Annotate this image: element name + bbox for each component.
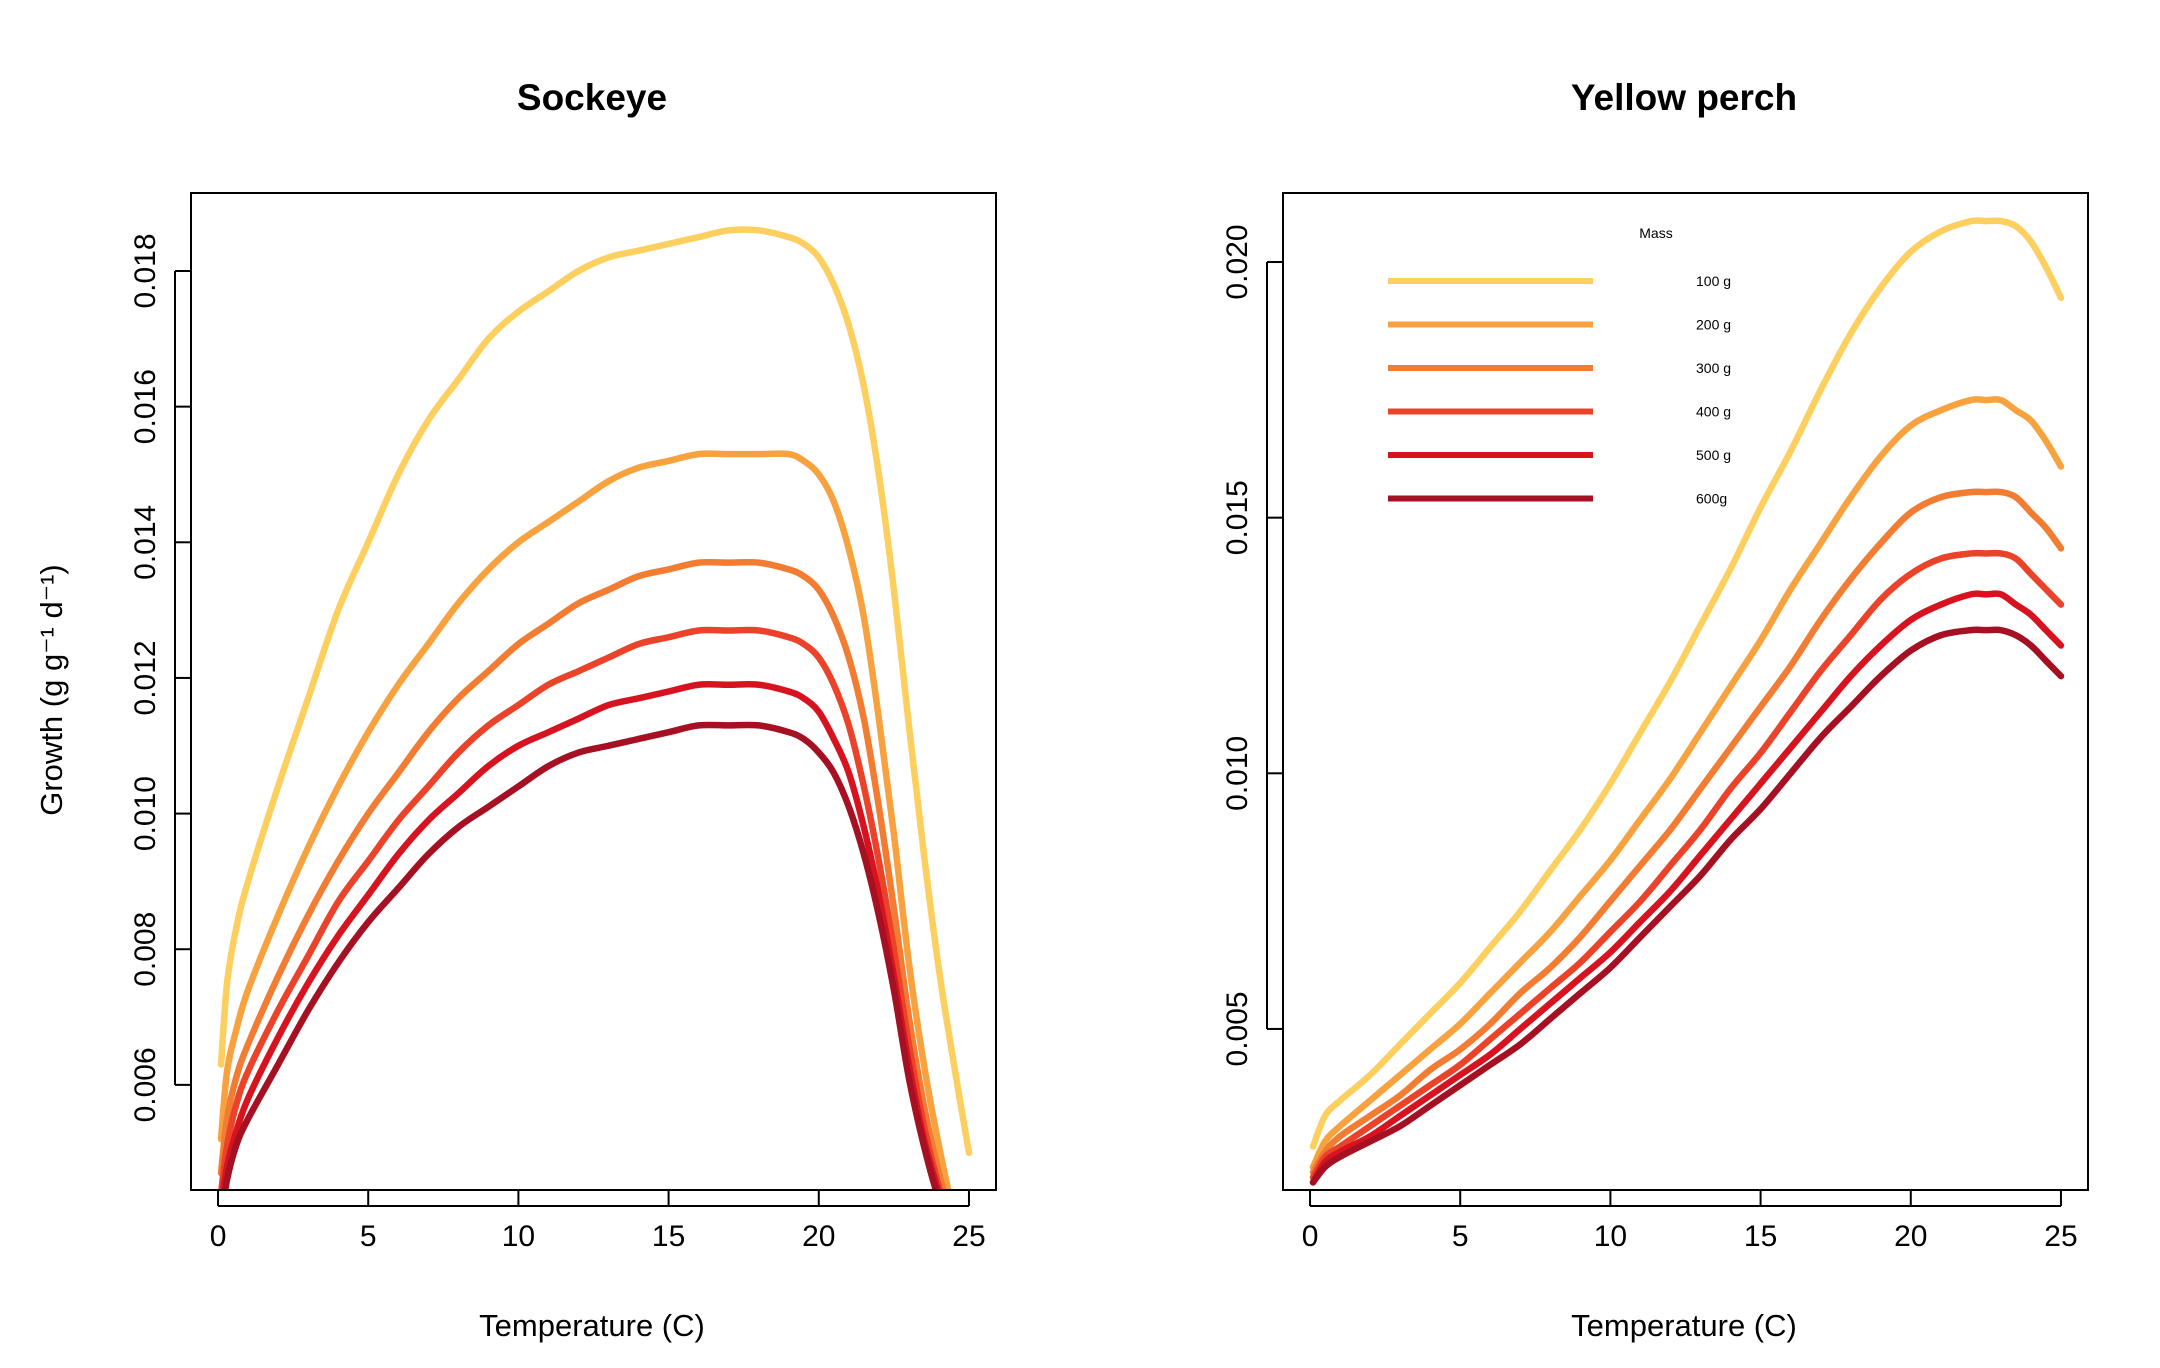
panel-yellow-perch: Yellow perch Temperature (C) 0 5 10 15 20 250… bbox=[1221, 77, 2089, 1343]
legend-label: 600g bbox=[1696, 491, 1727, 507]
x-tick-label: 25 bbox=[952, 1220, 985, 1253]
y-tick-label: 0.010 bbox=[1221, 736, 1254, 811]
y-tick-label: 0.020 bbox=[1221, 224, 1254, 299]
x-axis-label: Temperature (C) bbox=[479, 1308, 705, 1343]
y-tick-label: 0.018 bbox=[129, 233, 162, 308]
chart-title: Sockeye bbox=[517, 77, 667, 118]
series-line-4 bbox=[1309, 549, 2065, 1181]
y-axis-label: Growth (g g⁻¹ d⁻¹) bbox=[34, 564, 69, 816]
x-tick-label: 0 bbox=[1302, 1220, 1319, 1253]
legend-label: 400 g bbox=[1696, 404, 1731, 420]
plot-area: 0 5 10 15 20 25 0.005 0.010 0.015 0.020 bbox=[1221, 192, 2089, 1253]
y-tick-label: 0.005 bbox=[1221, 991, 1254, 1066]
y-tick-label: 0.008 bbox=[129, 912, 162, 987]
series-line-1 bbox=[1309, 217, 2065, 1150]
x-tick-label: 10 bbox=[1594, 1220, 1627, 1253]
series-line-1 bbox=[217, 226, 973, 1156]
plot-frame bbox=[1282, 192, 2089, 1191]
y-tick-label: 0.006 bbox=[129, 1047, 162, 1122]
plot-area: 0 5 10 15 20 25 0.006 0.008 0.010 0.012 0.014 0.016… bbox=[129, 192, 997, 1253]
y-tick-label: 0.014 bbox=[129, 505, 162, 580]
chart-title: Yellow perch bbox=[1571, 77, 1797, 118]
x-tick-label: 5 bbox=[360, 1220, 377, 1253]
series-line-4 bbox=[218, 626, 944, 1190]
y-tick-label: 0.010 bbox=[129, 776, 162, 851]
legend-label: 500 g bbox=[1696, 447, 1731, 463]
x-tick-label: 25 bbox=[2044, 1220, 2077, 1253]
plot-frame bbox=[190, 192, 997, 1191]
series-line-2 bbox=[1309, 396, 2065, 1171]
legend-label: 200 g bbox=[1696, 317, 1731, 333]
legend: Mass 100 g 200 g 300 g 400 g 500 g 600g bbox=[1388, 225, 1731, 507]
x-axis-label: Temperature (C) bbox=[1571, 1308, 1797, 1343]
y-tick-label: 0.015 bbox=[1221, 480, 1254, 555]
series-line-5 bbox=[220, 680, 942, 1190]
legend-title: Mass bbox=[1639, 225, 1672, 241]
y-tick-label: 0.012 bbox=[129, 640, 162, 715]
x-tick-label: 15 bbox=[652, 1220, 685, 1253]
legend-label: 100 g bbox=[1696, 273, 1731, 289]
legend-label: 300 g bbox=[1696, 360, 1731, 376]
series-line-5 bbox=[1309, 590, 2065, 1186]
series-line-6 bbox=[1309, 626, 2065, 1186]
x-tick-label: 20 bbox=[1894, 1220, 1927, 1253]
panel-sockeye: Sockeye Temperature (C) Growth (g g⁻¹ d⁻… bbox=[34, 77, 997, 1343]
y-tick-label: 0.016 bbox=[129, 369, 162, 444]
series-line-3 bbox=[217, 558, 947, 1190]
series-line-2 bbox=[217, 450, 952, 1190]
x-tick-label: 0 bbox=[210, 1220, 227, 1253]
series-line-3 bbox=[1309, 488, 2065, 1176]
x-tick-label: 15 bbox=[1744, 1220, 1777, 1253]
x-tick-label: 5 bbox=[1452, 1220, 1469, 1253]
series-line-6 bbox=[221, 721, 940, 1190]
x-tick-label: 10 bbox=[502, 1220, 535, 1253]
x-tick-label: 20 bbox=[802, 1220, 835, 1253]
